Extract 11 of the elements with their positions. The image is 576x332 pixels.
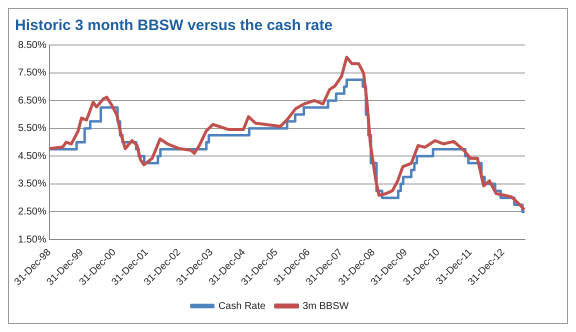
legend-label: Cash Rate xyxy=(218,300,266,312)
y-tick-label: 3.50% xyxy=(18,178,46,190)
y-tick-label: 1.50% xyxy=(18,234,46,246)
y-tick-label: 8.50% xyxy=(18,40,46,51)
y-tick-label: 4.50% xyxy=(18,150,46,162)
y-tick-label: 2.50% xyxy=(18,206,46,218)
chart-title: Historic 3 month BBSW versus the cash rate xyxy=(15,17,333,34)
y-tick-label: 7.50% xyxy=(18,68,46,79)
y-tick-label: 5.50% xyxy=(18,123,46,134)
y-tick-label: 6.50% xyxy=(18,95,46,106)
legend-label: 3m BBSW xyxy=(302,300,350,312)
